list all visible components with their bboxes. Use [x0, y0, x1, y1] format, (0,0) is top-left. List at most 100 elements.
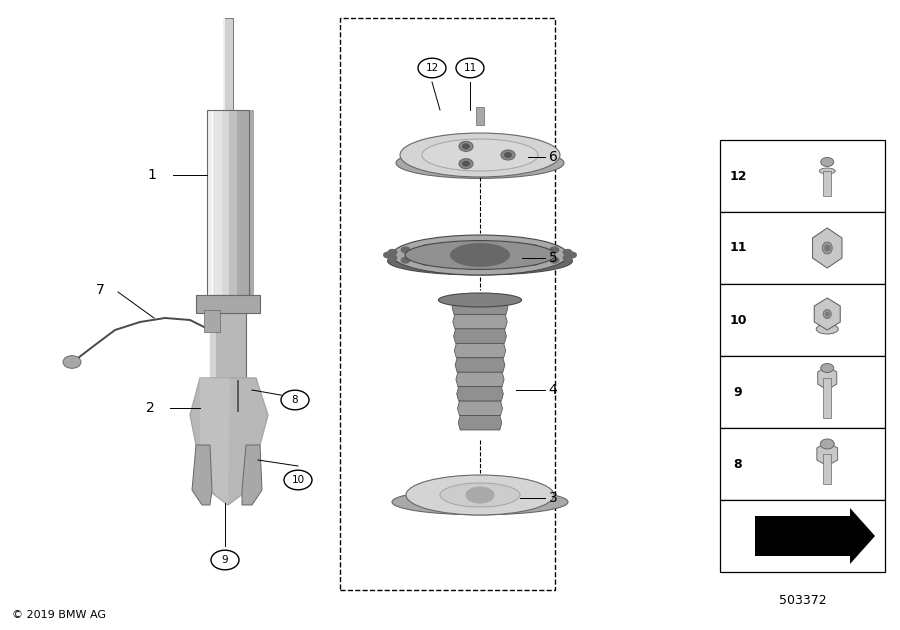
Ellipse shape [549, 256, 560, 264]
Text: 9: 9 [221, 555, 229, 565]
Text: 7: 7 [95, 283, 104, 297]
Ellipse shape [392, 235, 568, 275]
FancyBboxPatch shape [210, 313, 216, 380]
Polygon shape [814, 298, 841, 330]
Circle shape [281, 390, 309, 410]
FancyBboxPatch shape [200, 378, 256, 414]
Polygon shape [192, 445, 212, 505]
Ellipse shape [529, 259, 539, 266]
Text: 503372: 503372 [778, 593, 826, 607]
Ellipse shape [421, 259, 431, 266]
FancyBboxPatch shape [720, 284, 885, 356]
FancyBboxPatch shape [476, 107, 484, 125]
FancyBboxPatch shape [720, 500, 885, 572]
Ellipse shape [400, 246, 410, 253]
Circle shape [284, 470, 312, 490]
Polygon shape [190, 378, 268, 505]
FancyBboxPatch shape [223, 18, 225, 110]
Ellipse shape [450, 243, 510, 267]
Text: 3: 3 [549, 491, 557, 505]
Polygon shape [458, 416, 502, 430]
FancyBboxPatch shape [229, 110, 241, 295]
Ellipse shape [392, 490, 568, 515]
Ellipse shape [821, 364, 833, 372]
Ellipse shape [466, 487, 494, 503]
Polygon shape [242, 445, 262, 505]
Polygon shape [453, 314, 508, 329]
Ellipse shape [459, 141, 473, 151]
Ellipse shape [383, 251, 393, 258]
Ellipse shape [816, 324, 838, 334]
FancyBboxPatch shape [720, 428, 885, 500]
FancyBboxPatch shape [207, 110, 212, 295]
Polygon shape [454, 343, 506, 358]
Ellipse shape [400, 256, 410, 264]
Polygon shape [817, 442, 838, 466]
Circle shape [456, 58, 484, 77]
FancyBboxPatch shape [223, 18, 233, 110]
Ellipse shape [501, 150, 515, 160]
Ellipse shape [562, 255, 572, 261]
Ellipse shape [562, 249, 572, 256]
Ellipse shape [821, 158, 833, 166]
Text: 11: 11 [729, 241, 747, 255]
Text: 4: 4 [549, 383, 557, 397]
FancyBboxPatch shape [196, 295, 260, 313]
FancyBboxPatch shape [720, 212, 885, 284]
Ellipse shape [388, 255, 398, 261]
FancyBboxPatch shape [720, 140, 885, 212]
Text: 8: 8 [734, 457, 742, 471]
Ellipse shape [388, 247, 572, 275]
Circle shape [211, 550, 239, 570]
Ellipse shape [438, 293, 522, 307]
Ellipse shape [529, 244, 539, 251]
Ellipse shape [824, 309, 832, 319]
Ellipse shape [823, 242, 832, 254]
Text: 10: 10 [292, 475, 304, 485]
Text: 2: 2 [146, 401, 155, 415]
Ellipse shape [503, 260, 513, 267]
Polygon shape [452, 300, 508, 314]
Ellipse shape [405, 241, 555, 270]
FancyBboxPatch shape [824, 454, 832, 484]
FancyBboxPatch shape [210, 313, 246, 380]
FancyBboxPatch shape [213, 110, 224, 295]
Polygon shape [456, 387, 503, 401]
Text: 10: 10 [729, 314, 747, 326]
Polygon shape [200, 378, 230, 505]
Text: 11: 11 [464, 63, 477, 73]
Ellipse shape [421, 244, 431, 251]
Circle shape [63, 356, 81, 369]
Ellipse shape [475, 243, 485, 249]
Ellipse shape [396, 147, 564, 178]
FancyBboxPatch shape [204, 310, 220, 332]
Ellipse shape [475, 260, 485, 267]
Ellipse shape [824, 244, 830, 251]
Polygon shape [818, 366, 837, 390]
Ellipse shape [462, 161, 470, 167]
Ellipse shape [422, 139, 538, 171]
Ellipse shape [440, 483, 520, 507]
Ellipse shape [446, 260, 456, 267]
Circle shape [418, 58, 446, 77]
Ellipse shape [820, 439, 834, 449]
Polygon shape [813, 228, 842, 268]
Polygon shape [454, 329, 507, 343]
FancyBboxPatch shape [238, 110, 255, 295]
Text: 6: 6 [549, 150, 557, 164]
Text: 1: 1 [148, 168, 157, 182]
Text: 9: 9 [734, 386, 742, 399]
Ellipse shape [825, 311, 829, 316]
Ellipse shape [400, 133, 560, 177]
Text: 12: 12 [426, 63, 438, 73]
Ellipse shape [819, 168, 835, 174]
Polygon shape [755, 508, 875, 564]
Ellipse shape [504, 152, 512, 158]
Ellipse shape [406, 475, 554, 515]
Ellipse shape [459, 159, 473, 169]
Polygon shape [455, 358, 505, 372]
Ellipse shape [388, 249, 398, 256]
Text: 8: 8 [292, 395, 298, 405]
Polygon shape [456, 372, 504, 387]
Ellipse shape [503, 243, 513, 250]
